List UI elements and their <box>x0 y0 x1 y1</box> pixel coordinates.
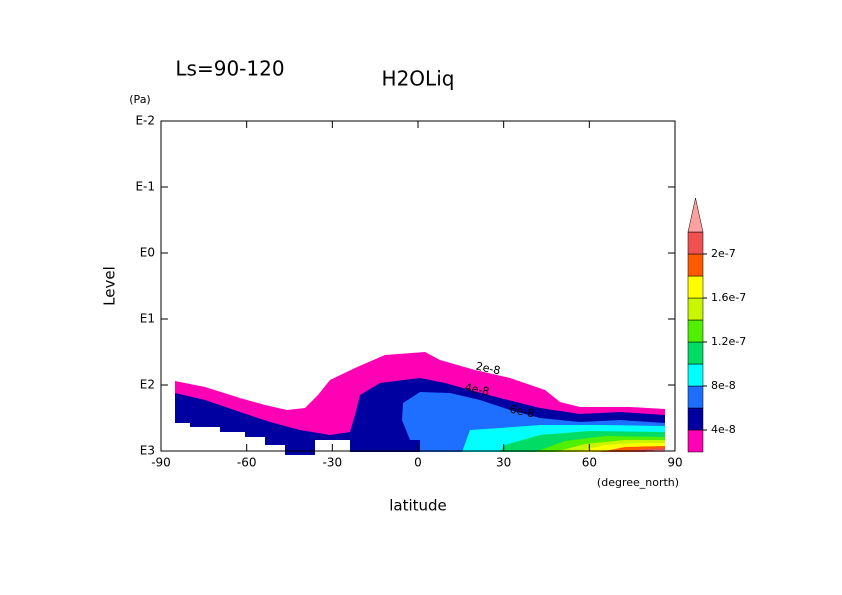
colorbar-cell <box>687 319 704 343</box>
x-tick-label: 0 <box>414 456 422 470</box>
x-tick-label: 30 <box>496 456 511 470</box>
x-axis-label: latitude <box>389 497 447 515</box>
colorbar-cell <box>687 231 704 255</box>
colorbar-tick-label: 1.6e-7 <box>711 291 746 304</box>
y-unit: (Pa) <box>129 93 150 106</box>
x-tick-label: 90 <box>667 456 682 470</box>
colorbar-cell <box>687 363 704 387</box>
chart-title: H2OLiq <box>382 67 455 91</box>
colorbar-cell <box>687 275 704 299</box>
y-tick-label: E3 <box>140 444 155 458</box>
x-tick-label: -30 <box>323 456 343 470</box>
colorbar-tick-label: 1.2e-7 <box>711 335 746 348</box>
colorbar-cell <box>687 429 704 453</box>
y-tick-label: E2 <box>140 378 155 392</box>
colorbar-extension <box>687 197 704 233</box>
y-axis-label: Level <box>101 266 119 306</box>
colorbar-cell <box>687 385 704 409</box>
x-tick-label: -60 <box>237 456 257 470</box>
colorbar-cell <box>687 341 704 365</box>
colorbar-cell <box>687 407 704 431</box>
y-tick-label: E1 <box>140 312 155 326</box>
colorbar-cell <box>687 253 704 277</box>
contour-label: 4e-8 <box>464 381 491 399</box>
contour-label: 6e-8 <box>509 403 536 421</box>
y-tick-label: E-1 <box>135 180 155 194</box>
colorbar-tick-label: 4e-8 <box>711 423 736 436</box>
colorbar-cell <box>687 297 704 321</box>
chart-subtitle: Ls=90-120 <box>175 57 284 81</box>
y-tick-label: E0 <box>140 246 155 260</box>
contour-fills <box>175 352 665 455</box>
x-tick-label: -90 <box>151 456 171 470</box>
x-tick-label: 60 <box>582 456 597 470</box>
x-unit: (degree_north) <box>597 476 679 489</box>
colorbar-tick-label: 8e-8 <box>711 379 736 392</box>
contour-label: 2e-8 <box>475 360 502 378</box>
y-tick-label: E-2 <box>135 114 155 128</box>
colorbar-tick-label: 2e-7 <box>711 247 736 260</box>
